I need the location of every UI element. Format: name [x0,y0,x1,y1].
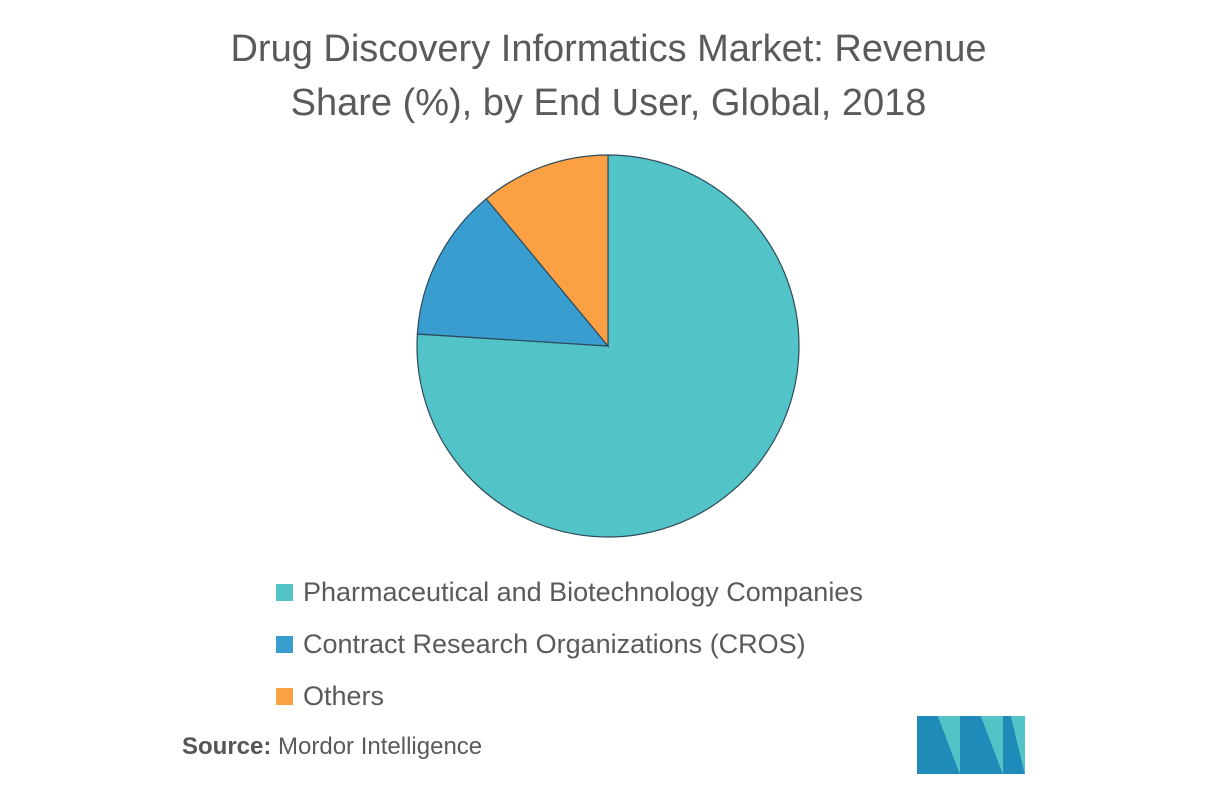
pie-slice-pharma [416,154,800,538]
chart-title-line-2: Share (%), by End User, Global, 2018 [290,82,927,124]
legend-swatch-others [276,687,293,705]
legend-swatch-pharma [276,583,293,601]
pie-slice-cros [416,197,610,347]
chart-title: Drug Discovery Informatics Market: Reven… [0,22,1217,130]
legend-item-others: Others [276,670,863,722]
legend-label-others: Others [303,680,385,711]
pie-chart [416,154,800,538]
mordor-intelligence-logo-icon [917,716,1025,774]
legend-swatch-cros [276,635,293,653]
logo-shape-mid-light [981,716,1003,774]
logo-shape-right-dark [1003,716,1025,774]
logo-shape-right-light [1011,716,1025,774]
logo-shape-left-dark [917,716,960,774]
logo-shape-mid-dark [960,716,1003,774]
source-note: Source: Mordor Intelligence [182,733,482,761]
legend-item-cros: Contract Research Organizations (CROS) [276,618,863,670]
legend-label-pharma: Pharmaceutical and Biotechnology Compani… [303,576,863,607]
chart-title-line-1: Drug Discovery Informatics Market: Reven… [230,28,987,70]
source-text: Mordor Intelligence [278,733,483,760]
chart-legend: Pharmaceutical and Biotechnology Compani… [276,566,863,722]
logo-shape-left-light [938,716,960,774]
pie-slice-others [485,154,609,348]
legend-label-cros: Contract Research Organizations (CROS) [303,628,806,659]
source-label: Source: [182,733,272,760]
legend-item-pharma: Pharmaceutical and Biotechnology Compani… [276,566,863,618]
